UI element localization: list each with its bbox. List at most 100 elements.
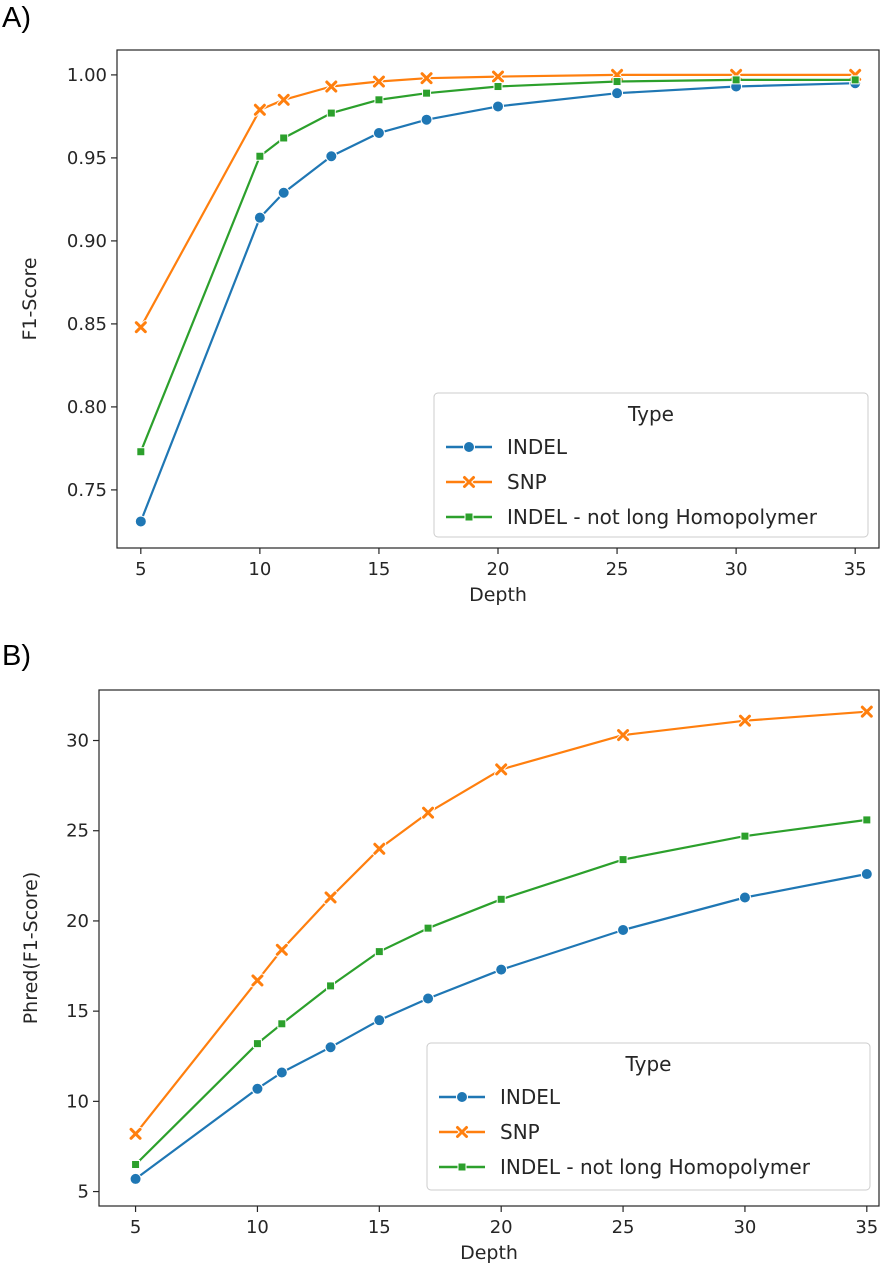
chart-b-data-point-snp	[494, 762, 509, 777]
chart-b-data-point-snp	[859, 704, 874, 719]
chart-a-x-tick-label: 25	[606, 559, 629, 580]
chart-a-data-point-snp	[252, 102, 267, 117]
chart-b-y-axis-title: Phred(F1-Score)	[20, 872, 42, 1025]
chart-a-series-line-indel-not-long-homopolymer	[139, 78, 856, 453]
chart-a-legend-marker-snp	[462, 475, 476, 489]
chart-a-data-point-indel-not-long-homopolymer	[422, 88, 432, 98]
chart-b-plot-frame	[98, 689, 880, 1207]
chart-b-data-point-snp-glyph	[860, 705, 873, 718]
chart-b-x-tick-label: 20	[490, 1217, 513, 1238]
chart-a-legend-marker-indel	[463, 441, 475, 453]
chart-b-data-point-indel	[860, 868, 873, 881]
chart-a-y-tick-label: 0.80	[67, 397, 107, 418]
chart-b-y-tick-label: 20	[66, 911, 89, 932]
chart-a: 5 10 15 20 25 30 35 0.75 0.80 0.85 0.90 0.95 1.00 Dep…	[19, 49, 880, 606]
chart-b-data-point-indel	[275, 1066, 288, 1079]
chart-b-data-point-indel	[324, 1041, 337, 1054]
chart-b-series-line-indel	[134, 872, 868, 1180]
chart-b-data-point-indel	[495, 963, 508, 976]
chart-a-y-tick-label: 0.95	[67, 148, 107, 169]
chart-a-data-point-indel-not-long-homopolymer	[493, 82, 503, 92]
chart-b-data-point-snp	[421, 805, 436, 820]
chart-b-data-point-snp	[128, 1126, 143, 1141]
chart-b-series-line-indel-not-long-homopolymer	[134, 818, 867, 1166]
chart-a-data-point-snp	[419, 71, 434, 86]
chart-a-data-point-snp-glyph	[420, 72, 433, 85]
chart-a-legend-label-indel-not-long-homopolymer: INDEL - not long Homopolymer	[507, 505, 818, 529]
chart-b-data-point-indel	[251, 1082, 264, 1095]
chart-b-data-point-snp-glyph	[275, 943, 288, 956]
chart-a-data-point-snp-glyph	[277, 93, 290, 106]
chart-b-data-point-snp-glyph	[617, 729, 630, 742]
chart-a-data-point-indel	[420, 113, 433, 126]
chart-b-data-point-indel-not-long-homopolymer	[374, 947, 384, 957]
chart-b-y-tick-label: 10	[66, 1091, 89, 1112]
chart-a-y-axis-title: F1-Score	[19, 257, 41, 340]
chart-a-data-point-indel	[492, 100, 504, 113]
panel-label-a: A)	[2, 2, 31, 34]
chart-b-legend-marker-snp-glyph	[456, 1126, 468, 1138]
chart-b-x-tick-label: 25	[612, 1217, 635, 1238]
chart-a-data-point-indel	[277, 186, 290, 199]
chart-b-y-tick-label: 5	[78, 1182, 89, 1203]
panel-label-b: B)	[2, 640, 31, 672]
chart-a-data-point-indel	[253, 211, 266, 224]
chart-b-data-point-snp-glyph	[495, 763, 508, 776]
chart-a-data-point-snp	[276, 92, 291, 107]
chart-b-legend-label-snp: SNP	[500, 1120, 540, 1144]
chart-a-data-point-indel-not-long-homopolymer	[255, 151, 265, 161]
chart-a-data-point-snp-glyph	[372, 75, 385, 88]
chart-b-legend-marker-indel	[456, 1091, 468, 1103]
chart-b-data-point-indel	[129, 1172, 142, 1185]
chart-a-data-point-indel-not-long-homopolymer	[850, 75, 860, 85]
chart-b-data-point-indel-not-long-homopolymer	[740, 831, 750, 841]
chart-a-data-point-indel-not-long-homopolymer	[136, 447, 146, 457]
chart-b-x-tick-label: 10	[246, 1217, 269, 1238]
chart-b-legend-box	[426, 1042, 871, 1191]
chart-a-x-tick-label: 15	[367, 559, 390, 580]
chart-b-data-point-indel-not-long-homopolymer	[252, 1039, 262, 1049]
chart-b-data-point-snp-glyph	[324, 891, 337, 904]
chart-b-y-tick-label: 25	[66, 821, 89, 842]
chart-a-legend-title: Type	[627, 402, 674, 426]
chart-a-data-point-snp	[133, 320, 148, 335]
chart-a-x-axis-title: Depth	[469, 584, 527, 606]
chart-b-legend-label-indel-not-long-homopolymer: INDEL - not long Homopolymer	[500, 1155, 811, 1179]
chart-b-data-point-indel	[422, 992, 435, 1005]
chart-b-x-axis-title: Depth	[460, 1242, 518, 1264]
chart-a-y-tick-label: 0.75	[67, 480, 107, 501]
chart-a-series-line-snp	[139, 73, 856, 328]
chart-b-data-point-snp	[250, 973, 265, 988]
chart-a-legend-label-snp: SNP	[507, 470, 547, 494]
chart-a-legend-marker-indel-not-long-homopolymer	[464, 512, 474, 522]
chart-b-data-point-indel	[738, 891, 751, 904]
chart-b-legend-label-indel: INDEL	[500, 1085, 561, 1109]
chart-b-legend-title: Type	[625, 1052, 672, 1076]
chart-b-data-point-indel-not-long-homopolymer	[131, 1160, 141, 1170]
chart-b-data-point-snp-glyph	[738, 714, 751, 727]
chart-b-data-point-indel-not-long-homopolymer	[496, 894, 506, 904]
chart-a-data-point-snp-glyph	[253, 103, 266, 116]
chart-b-x-tick-label: 35	[855, 1217, 878, 1238]
chart-b-y-tick-label: 30	[66, 731, 89, 752]
chart-a-x-tick-label: 35	[844, 559, 867, 580]
chart-b-data-point-snp-glyph	[422, 806, 435, 819]
chart-a-data-point-indel	[611, 87, 624, 100]
chart-a-data-point-indel	[134, 515, 147, 528]
chart-a-data-point-indel	[325, 150, 338, 163]
chart-b-data-point-indel-not-long-homopolymer	[423, 923, 433, 933]
chart-b-data-point-indel-not-long-homopolymer	[277, 1019, 287, 1029]
chart-b-data-point-indel-not-long-homopolymer	[326, 981, 336, 991]
chart-a-data-point-indel-not-long-homopolymer	[279, 133, 289, 143]
chart-a-data-point-snp-glyph	[134, 321, 147, 334]
chart-a-data-point-indel-not-long-homopolymer	[326, 108, 336, 118]
chart-b-data-point-snp-glyph	[251, 974, 264, 987]
chart-a-data-point-snp	[491, 69, 505, 84]
chart-a-legend-marker-snp-glyph	[463, 476, 475, 488]
chart-a-legend-box	[433, 392, 869, 538]
chart-a-x-tick-label: 20	[487, 559, 510, 580]
chart-b-data-point-indel	[617, 923, 630, 936]
chart-a-data-point-snp-glyph	[492, 70, 504, 83]
chart-a-legend-label-indel: INDEL	[507, 435, 568, 459]
